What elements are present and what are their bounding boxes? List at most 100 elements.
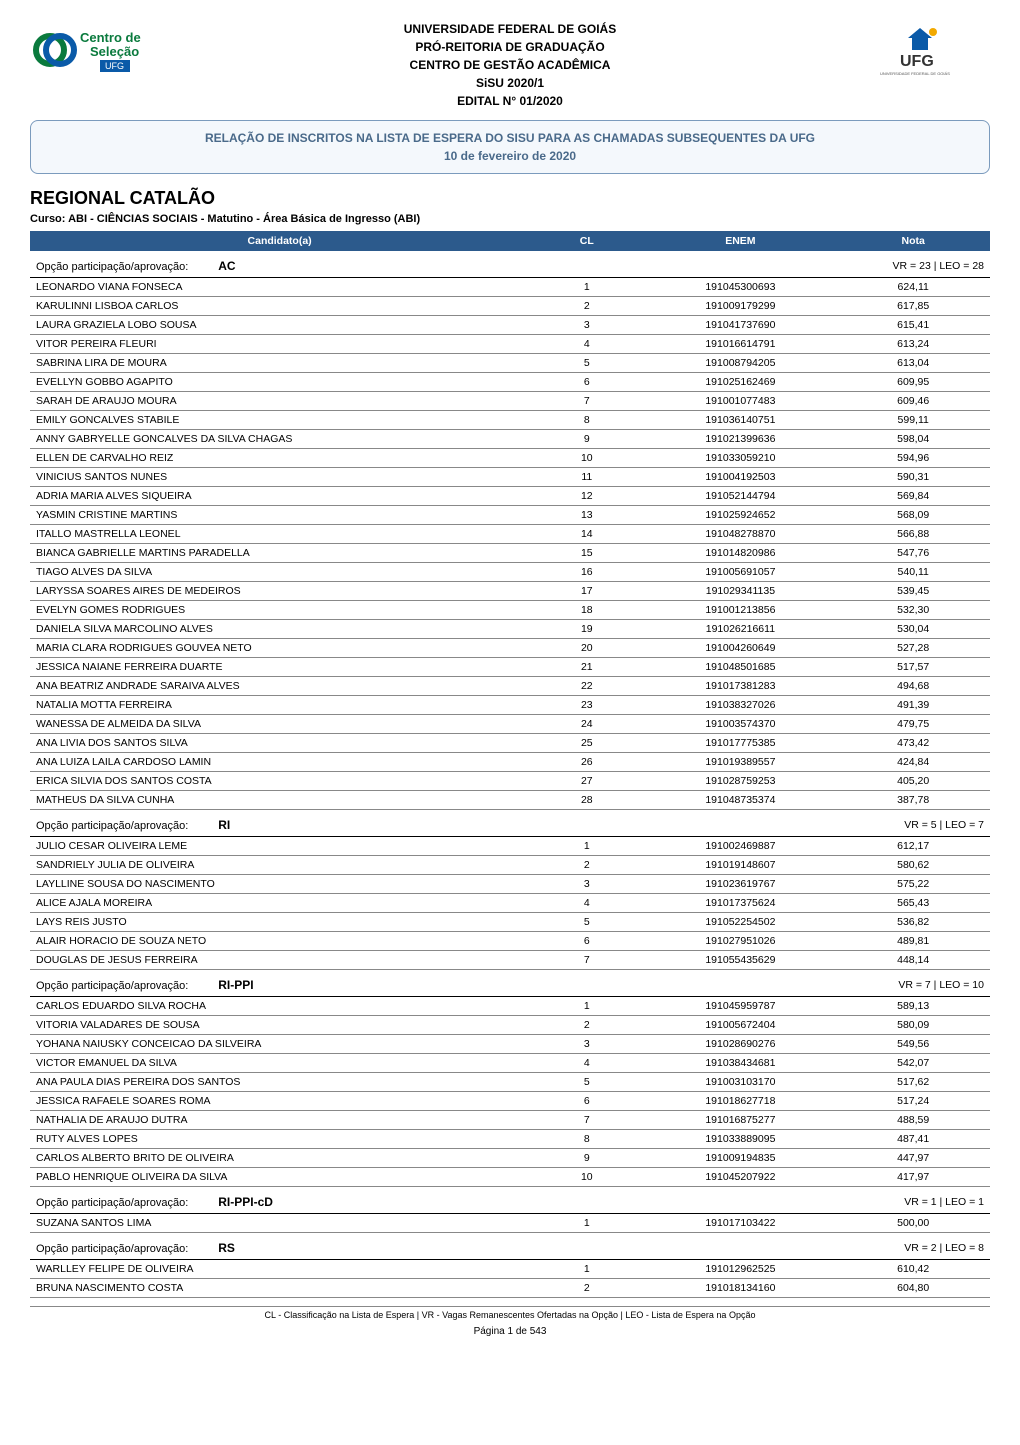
col-header-candidato: Candidato(a) — [30, 231, 529, 251]
cell-enem: 191025162469 — [644, 373, 836, 392]
cell-candidato: TIAGO ALVES DA SILVA — [30, 563, 529, 582]
table-row: CARLOS ALBERTO BRITO DE OLIVEIRA91910091… — [30, 1149, 990, 1168]
cell-nota: 624,11 — [836, 278, 990, 297]
cell-cl: 3 — [529, 875, 644, 894]
table-row: KARULINNI LISBOA CARLOS2191009179299617,… — [30, 297, 990, 316]
cell-enem: 191025924652 — [644, 506, 836, 525]
group-code: RI-PPI — [188, 978, 253, 992]
cell-nota: 500,00 — [836, 1214, 990, 1233]
cell-cl: 11 — [529, 468, 644, 487]
group-spacer — [529, 1187, 836, 1214]
cell-enem: 191017381283 — [644, 677, 836, 696]
group-header-row: Opção participação/aprovação:RI-PPI VR = … — [30, 970, 990, 997]
cell-enem: 191021399636 — [644, 430, 836, 449]
cell-cl: 7 — [529, 392, 644, 411]
table-row: ALICE AJALA MOREIRA4191017375624565,43 — [30, 894, 990, 913]
cell-candidato: YOHANA NAIUSKY CONCEICAO DA SILVEIRA — [30, 1035, 529, 1054]
footer-legend: CL - Classificação na Lista de Espera | … — [30, 1306, 990, 1320]
cell-cl: 13 — [529, 506, 644, 525]
col-header-cl: CL — [529, 231, 644, 251]
group-vr-leo: VR = 23 | LEO = 28 — [836, 251, 990, 278]
cell-candidato: JESSICA RAFAELE SOARES ROMA — [30, 1092, 529, 1111]
cell-candidato: BIANCA GABRIELLE MARTINS PARADELLA — [30, 544, 529, 563]
table-row: CARLOS EDUARDO SILVA ROCHA11910459597875… — [30, 997, 990, 1016]
table-row: DOUGLAS DE JESUS FERREIRA719105543562944… — [30, 951, 990, 970]
cell-enem: 191038327026 — [644, 696, 836, 715]
group-spacer — [529, 810, 836, 837]
header-line: EDITAL N° 01/2020 — [170, 92, 850, 110]
cell-candidato: ANA BEATRIZ ANDRADE SARAIVA ALVES — [30, 677, 529, 696]
cell-cl: 14 — [529, 525, 644, 544]
cell-cl: 7 — [529, 951, 644, 970]
cell-enem: 191004192503 — [644, 468, 836, 487]
table-row: SABRINA LIRA DE MOURA5191008794205613,04 — [30, 354, 990, 373]
header-title-block: UNIVERSIDADE FEDERAL DE GOIÁS PRÓ-REITOR… — [170, 20, 850, 110]
cell-cl: 9 — [529, 1149, 644, 1168]
cell-nota: 569,84 — [836, 487, 990, 506]
cell-enem: 191023619767 — [644, 875, 836, 894]
regional-heading: REGIONAL CATALÃO — [30, 188, 990, 209]
table-row: JESSICA NAIANE FERREIRA DUARTE2119104850… — [30, 658, 990, 677]
cell-enem: 191014820986 — [644, 544, 836, 563]
cell-nota: 617,85 — [836, 297, 990, 316]
cell-nota: 517,62 — [836, 1073, 990, 1092]
group-spacer — [529, 1233, 836, 1260]
cell-enem: 191048501685 — [644, 658, 836, 677]
cell-enem: 191052144794 — [644, 487, 836, 506]
logo-ufg: UFG UNIVERSIDADE FEDERAL DE GOIÁS — [850, 20, 990, 80]
curso-heading: Curso: ABI - CIÊNCIAS SOCIAIS - Matutino… — [30, 213, 990, 225]
table-row: SANDRIELY JULIA DE OLIVEIRA2191019148607… — [30, 856, 990, 875]
cell-cl: 1 — [529, 837, 644, 856]
cell-candidato: ANA LUIZA LAILA CARDOSO LAMIN — [30, 753, 529, 772]
cell-candidato: NATALIA MOTTA FERREIRA — [30, 696, 529, 715]
cell-cl: 8 — [529, 411, 644, 430]
table-row: BIANCA GABRIELLE MARTINS PARADELLA151910… — [30, 544, 990, 563]
cell-nota: 540,11 — [836, 563, 990, 582]
table-row: MATHEUS DA SILVA CUNHA28191048735374387,… — [30, 791, 990, 810]
cell-nota: 549,56 — [836, 1035, 990, 1054]
cell-enem: 191038434681 — [644, 1054, 836, 1073]
cell-enem: 191019389557 — [644, 753, 836, 772]
table-row: ELLEN DE CARVALHO REIZ10191033059210594,… — [30, 449, 990, 468]
cell-cl: 6 — [529, 373, 644, 392]
cell-cl: 1 — [529, 1260, 644, 1279]
cell-enem: 191018134160 — [644, 1279, 836, 1298]
table-row: ALAIR HORACIO DE SOUZA NETO6191027951026… — [30, 932, 990, 951]
cell-candidato: WANESSA DE ALMEIDA DA SILVA — [30, 715, 529, 734]
cell-cl: 6 — [529, 1092, 644, 1111]
cell-enem: 191028690276 — [644, 1035, 836, 1054]
table-row: LAYLLINE SOUSA DO NASCIMENTO319102361976… — [30, 875, 990, 894]
cell-nota: 594,96 — [836, 449, 990, 468]
group-vr-leo: VR = 7 | LEO = 10 — [836, 970, 990, 997]
header: Centro de Seleção UFG UNIVERSIDADE FEDER… — [30, 20, 990, 110]
table-row: WARLLEY FELIPE DE OLIVEIRA11910129625256… — [30, 1260, 990, 1279]
table-row: EVELLYN GOBBO AGAPITO6191025162469609,95 — [30, 373, 990, 392]
cell-nota: 599,11 — [836, 411, 990, 430]
cell-candidato: VITOR PEREIRA FLEURI — [30, 335, 529, 354]
cell-candidato: SARAH DE ARAUJO MOURA — [30, 392, 529, 411]
group-label: Opção participação/aprovação: — [36, 980, 188, 992]
table-row: DANIELA SILVA MARCOLINO ALVES19191026216… — [30, 620, 990, 639]
cell-nota: 575,22 — [836, 875, 990, 894]
group-label: Opção participação/aprovação: — [36, 1197, 188, 1209]
cell-candidato: EMILY GONCALVES STABILE — [30, 411, 529, 430]
cell-enem: 191017103422 — [644, 1214, 836, 1233]
group-header-row: Opção participação/aprovação:RI-PPI-cDVR… — [30, 1187, 990, 1214]
table-row: EVELYN GOMES RODRIGUES18191001213856532,… — [30, 601, 990, 620]
cell-cl: 6 — [529, 932, 644, 951]
cell-candidato: NATHALIA DE ARAUJO DUTRA — [30, 1111, 529, 1130]
cell-enem: 191009194835 — [644, 1149, 836, 1168]
cell-nota: 580,09 — [836, 1016, 990, 1035]
cell-enem: 191048278870 — [644, 525, 836, 544]
table-row: NATHALIA DE ARAUJO DUTRA7191016875277488… — [30, 1111, 990, 1130]
cell-candidato: SABRINA LIRA DE MOURA — [30, 354, 529, 373]
cell-nota: 387,78 — [836, 791, 990, 810]
cell-nota: 613,24 — [836, 335, 990, 354]
cell-enem: 191016875277 — [644, 1111, 836, 1130]
cell-nota: 568,09 — [836, 506, 990, 525]
cell-cl: 23 — [529, 696, 644, 715]
svg-text:Seleção: Seleção — [90, 44, 139, 59]
table-row: LAURA GRAZIELA LOBO SOUSA319104173769061… — [30, 316, 990, 335]
cell-nota: 604,80 — [836, 1279, 990, 1298]
cell-enem: 191012962525 — [644, 1260, 836, 1279]
